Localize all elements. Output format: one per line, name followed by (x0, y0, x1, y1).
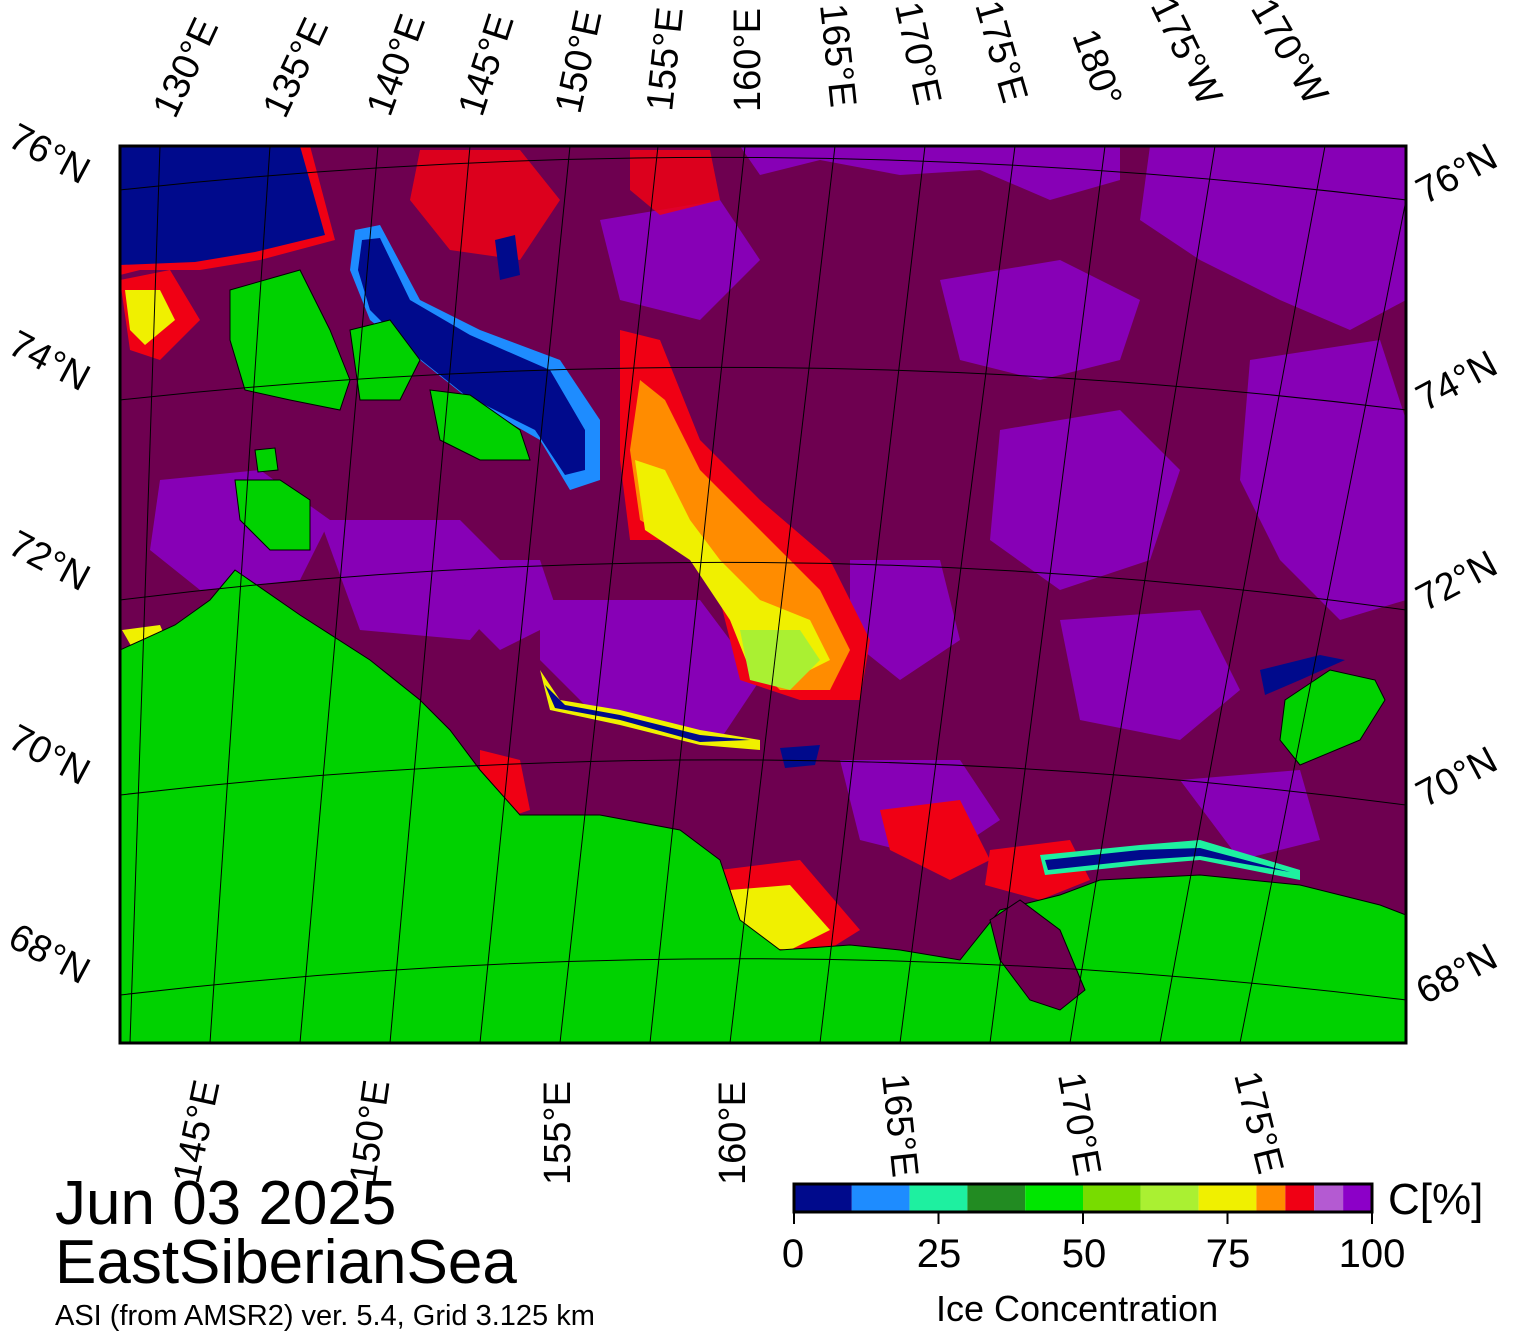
top-longitude-labels: 130°E 135°E 140°E 145°E 150°E 155°E 160°… (145, 0, 1336, 124)
colorbar-bin (1025, 1184, 1083, 1212)
colorbar-bin (851, 1184, 910, 1212)
right-lat-label: 74°N (1410, 343, 1505, 420)
map-date: Jun 03 2025 (55, 1169, 397, 1238)
colorbar-bin (1198, 1184, 1257, 1212)
wrangel-island (1279, 669, 1386, 766)
right-lat-label: 72°N (1410, 543, 1505, 620)
top-lon-label: 135°E (255, 12, 337, 124)
colorbar-tick-label: 100 (1338, 1232, 1406, 1276)
colorbar-bin (1285, 1184, 1315, 1212)
top-lon-label: 175°W (1142, 0, 1230, 112)
colorbar-bin (794, 1184, 852, 1212)
colorbar-unit: C[%] (1388, 1175, 1484, 1224)
top-lon-label: 160°E (727, 8, 769, 112)
left-lat-label: 76°N (2, 116, 97, 193)
lyakhovsky-island (234, 479, 311, 551)
top-lon-label: 170°W (1242, 0, 1336, 112)
colorbar-bin (1256, 1184, 1286, 1212)
marginal-ice-band (120, 150, 1090, 955)
small-island (254, 447, 279, 473)
left-lat-label: 74°N (2, 323, 97, 400)
colorbar-tick-label: 0 (781, 1232, 805, 1276)
top-lon-label: 130°E (145, 12, 227, 124)
top-lon-label: 165°E (811, 2, 864, 110)
colorbar-tick-label: 50 (1061, 1232, 1107, 1276)
colorbar-tick-label: 25 (916, 1232, 962, 1276)
right-latitude-labels: 76°N 74°N 72°N 70°N 68°N (1410, 136, 1505, 1013)
top-lon-label: 140°E (359, 9, 434, 121)
top-lon-label: 155°E (639, 5, 692, 113)
colorbar-bin (1083, 1184, 1141, 1212)
right-lat-label: 68°N (1410, 936, 1505, 1013)
land-masses (120, 269, 1406, 1043)
colorbar-bin (1314, 1184, 1344, 1212)
open-water-polynyas (120, 146, 1345, 880)
colorbar-bin (967, 1184, 1026, 1212)
colorbar (792, 1182, 1374, 1224)
faddeyevsky-island (349, 319, 421, 401)
right-lat-label: 70°N (1410, 739, 1505, 816)
map-border (118, 144, 1408, 1045)
colorbar-tick-label: 75 (1205, 1232, 1251, 1276)
colorbar-bin (1140, 1184, 1199, 1212)
graticule (120, 146, 1406, 1043)
bottom-lon-label: 155°E (537, 1081, 579, 1185)
top-lon-label: 180° (1064, 24, 1130, 112)
chaun-bay-land (989, 899, 1086, 1011)
left-latitude-labels: 76°N 74°N 72°N 70°N 68°N (2, 116, 97, 993)
left-lat-label: 70°N (2, 717, 97, 794)
right-lat-label: 76°N (1410, 136, 1505, 213)
left-lat-label: 68°N (2, 916, 97, 993)
top-lon-label: 170°E (886, 0, 949, 109)
map-frame-content (120, 146, 1406, 1043)
colorbar-bin (909, 1184, 968, 1212)
bottom-lon-label: 175°E (1225, 1067, 1291, 1178)
bottom-lon-label: 160°E (712, 1081, 754, 1185)
colorbar-title: Ice Concentration (936, 1288, 1219, 1329)
top-lon-label: 145°E (451, 9, 523, 121)
kotelny-island (229, 269, 351, 411)
data-source: ASI (from AMSR2) ver. 5.4, Grid 3.125 km (55, 1300, 595, 1332)
bottom-lon-label: 165°E (873, 1072, 926, 1180)
bottom-lon-label: 170°E (1049, 1069, 1108, 1179)
region-name: EastSiberianSea (55, 1228, 517, 1297)
top-lon-label: 150°E (548, 6, 611, 116)
colorbar-bin (1343, 1184, 1372, 1212)
left-lat-label: 72°N (2, 523, 97, 600)
new-siberia-island (429, 389, 531, 461)
top-lon-label: 175°E (966, 0, 1035, 107)
